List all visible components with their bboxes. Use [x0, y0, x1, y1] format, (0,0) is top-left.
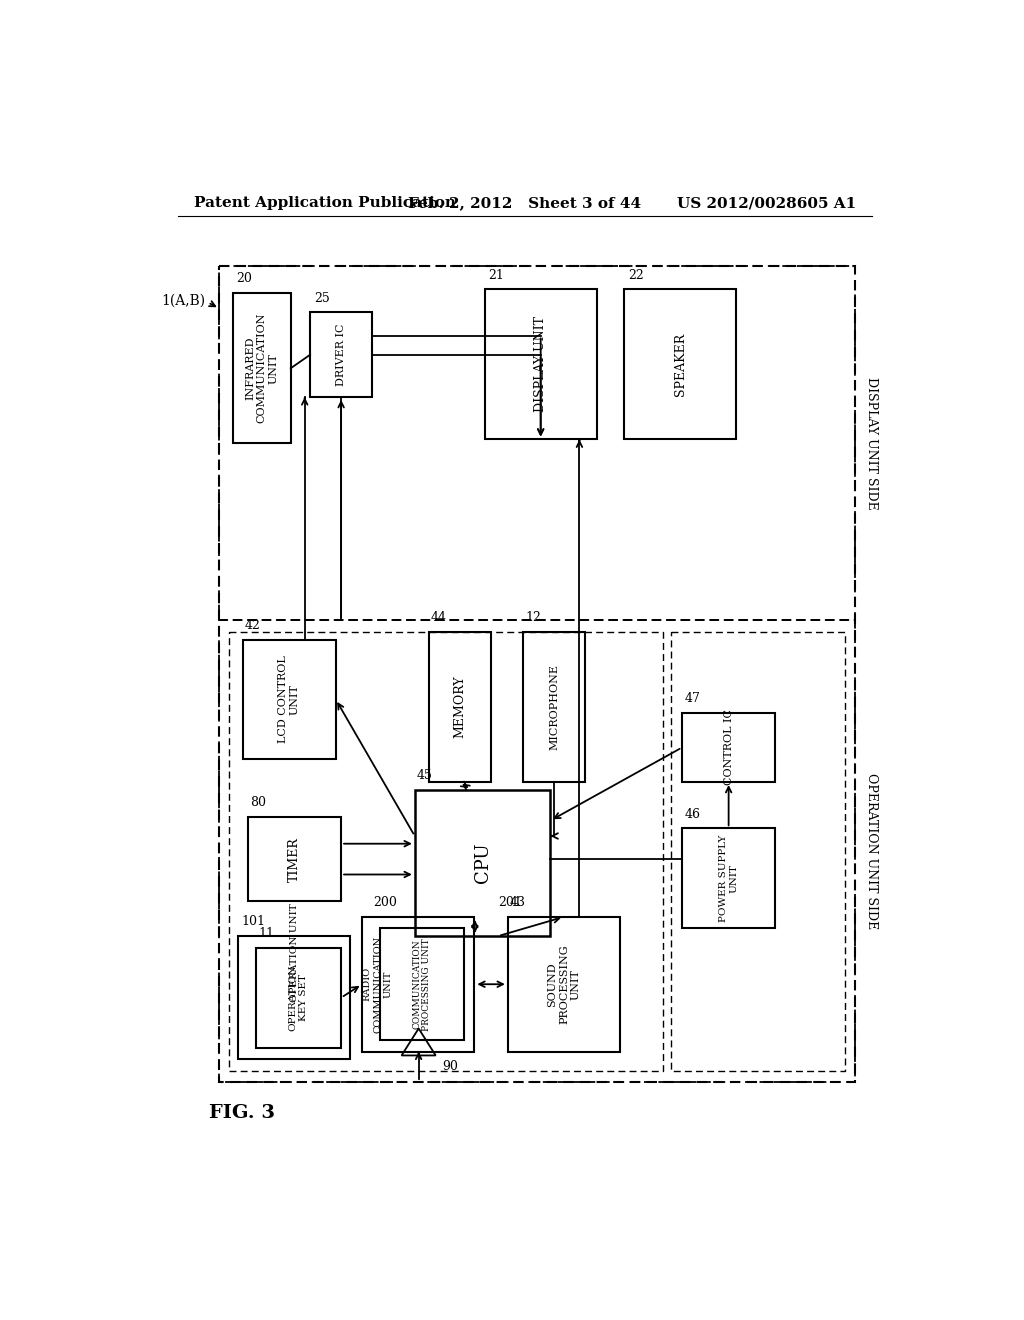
Bar: [219, 267, 855, 1082]
Bar: [523, 632, 586, 781]
Text: MICROPHONE: MICROPHONE: [549, 664, 559, 750]
Text: 80: 80: [251, 796, 266, 809]
Bar: [682, 713, 775, 781]
Text: 47: 47: [684, 692, 700, 705]
Text: TIMER: TIMER: [288, 837, 301, 882]
Text: OPERATION UNIT SIDE: OPERATION UNIT SIDE: [865, 774, 879, 929]
Text: 22: 22: [628, 268, 644, 281]
Text: DISPLAY UNIT SIDE: DISPLAY UNIT SIDE: [865, 378, 879, 510]
Bar: [232, 293, 291, 444]
Bar: [362, 917, 474, 1052]
Text: 201: 201: [499, 896, 522, 909]
Text: OPERATION UNIT: OPERATION UNIT: [290, 904, 299, 1002]
Bar: [484, 289, 597, 440]
Bar: [219, 620, 855, 1082]
Text: 21: 21: [488, 268, 504, 281]
Bar: [415, 789, 550, 936]
Text: POWER SUPPLY
UNIT: POWER SUPPLY UNIT: [719, 834, 738, 923]
Bar: [243, 640, 336, 759]
Bar: [429, 632, 490, 781]
Text: 45: 45: [417, 770, 433, 781]
Text: 101: 101: [242, 915, 266, 928]
Bar: [682, 829, 775, 928]
Text: MEMORY: MEMORY: [454, 676, 466, 738]
Text: INFRARED
COMMUNICATION
UNIT: INFRARED COMMUNICATION UNIT: [245, 313, 279, 424]
Text: FIG. 3: FIG. 3: [209, 1105, 275, 1122]
Text: Feb. 2, 2012   Sheet 3 of 44: Feb. 2, 2012 Sheet 3 of 44: [409, 197, 641, 210]
Text: 25: 25: [314, 292, 330, 305]
Bar: [380, 928, 464, 1040]
Text: OPERATION
KEY SET: OPERATION KEY SET: [289, 965, 308, 1031]
Bar: [508, 917, 621, 1052]
Text: SOUND
PROCESSING
UNIT: SOUND PROCESSING UNIT: [548, 944, 581, 1024]
Bar: [248, 817, 341, 902]
Text: 12: 12: [525, 611, 542, 624]
Text: SPEAKER: SPEAKER: [674, 333, 687, 396]
Text: CONTROL IC: CONTROL IC: [724, 709, 733, 785]
Text: 1(A,B): 1(A,B): [162, 294, 206, 308]
Bar: [256, 948, 341, 1048]
Bar: [310, 313, 372, 397]
Text: 11: 11: [258, 927, 274, 940]
Bar: [671, 632, 845, 1071]
Text: DISPLAY UNIT: DISPLAY UNIT: [535, 317, 547, 412]
Bar: [238, 936, 350, 1059]
Bar: [228, 632, 663, 1071]
Text: CPU: CPU: [473, 842, 492, 883]
Bar: [219, 267, 855, 620]
Text: DRIVER IC: DRIVER IC: [336, 323, 346, 385]
Text: 20: 20: [237, 272, 252, 285]
Text: 90: 90: [442, 1060, 458, 1073]
Text: 44: 44: [431, 611, 447, 624]
Text: 46: 46: [684, 808, 700, 821]
Text: COMMUNICATION
PROCESSING UNIT: COMMUNICATION PROCESSING UNIT: [412, 939, 431, 1031]
Text: US 2012/0028605 A1: US 2012/0028605 A1: [677, 197, 856, 210]
Text: Patent Application Publication: Patent Application Publication: [194, 197, 456, 210]
Text: 42: 42: [245, 619, 261, 632]
Text: LCD CONTROL
UNIT: LCD CONTROL UNIT: [279, 656, 300, 743]
Text: RADIO
COMMUNICATION
UNIT: RADIO COMMUNICATION UNIT: [362, 936, 392, 1032]
Bar: [624, 289, 736, 440]
Text: 200: 200: [374, 896, 397, 909]
Text: 43: 43: [510, 896, 526, 909]
